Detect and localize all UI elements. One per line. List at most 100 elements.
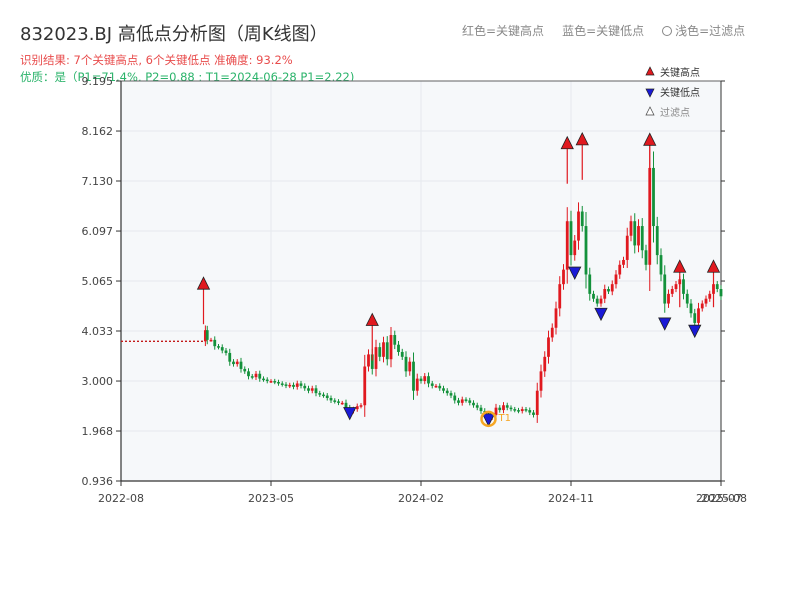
key-low-marker (658, 317, 672, 331)
candle-body (442, 388, 445, 391)
candle-body (419, 378, 423, 382)
candle-body (475, 405, 479, 408)
candle-body (367, 354, 370, 367)
candle-body (607, 289, 610, 292)
candle-body (580, 211, 584, 227)
candle-body (254, 373, 258, 378)
candle-body (224, 350, 228, 353)
candle-body (397, 344, 400, 352)
candle-body (693, 313, 697, 323)
candle-body (359, 405, 363, 407)
key-low-marker (688, 324, 702, 339)
candle-body (217, 346, 220, 348)
candle-body (288, 384, 292, 387)
candle-body (423, 376, 427, 382)
candle-body (565, 221, 569, 270)
candle-body (337, 401, 340, 403)
candle-body (203, 330, 207, 342)
candle-body (682, 279, 685, 294)
candle-body (667, 293, 670, 304)
candle-body (265, 379, 269, 382)
candle-body (449, 393, 453, 396)
candle-body (708, 293, 712, 299)
candle-body (378, 347, 382, 357)
candle-body (498, 407, 502, 411)
key-high-marker (196, 276, 211, 290)
candle-body (434, 385, 438, 388)
candle-body (663, 274, 667, 304)
candle-body (599, 298, 603, 304)
candle-body (250, 376, 254, 378)
candle-body (674, 284, 678, 290)
candle-body (427, 376, 430, 384)
y-tick-label: 1.968 (82, 425, 114, 438)
candle-body (595, 298, 599, 304)
key-low-marker (594, 307, 608, 322)
candle-body (355, 406, 359, 410)
candle-body (228, 352, 232, 362)
candle-body (232, 361, 235, 365)
candle-body (322, 394, 325, 397)
candle-body (385, 342, 389, 360)
candle-body (404, 356, 408, 372)
top-legend-filtered: 浅色=过滤点 (662, 22, 745, 39)
candle-body (622, 259, 625, 265)
candle-body (235, 361, 239, 365)
key-high-marker (706, 259, 721, 273)
candle-body (457, 400, 460, 403)
y-tick-label: 4.033 (82, 325, 114, 338)
candle-body (363, 366, 367, 406)
candle-body (659, 255, 663, 275)
candle-body (374, 347, 378, 369)
candle-body (652, 167, 655, 227)
candle-body (284, 384, 288, 386)
candle-body (479, 407, 483, 412)
y-tick-label: 3.000 (82, 375, 114, 388)
top-legend-red-high: 红色=关键高点 (462, 24, 545, 38)
candle-body (640, 226, 644, 251)
candle-body (704, 298, 708, 304)
legend-low-icon (645, 88, 655, 98)
candle-body (472, 402, 475, 406)
candle-body (400, 351, 404, 357)
y-tick-label: 8.162 (82, 125, 114, 138)
candle-body (644, 250, 648, 265)
candle-body (258, 373, 262, 379)
candle-body (648, 167, 652, 265)
candle-body (633, 221, 637, 246)
candle-body (517, 410, 520, 412)
candle-body (325, 395, 329, 398)
candle-body (494, 407, 498, 415)
key-low-marker (481, 413, 496, 427)
candle-body (310, 388, 314, 391)
legend-high-icon (645, 66, 655, 76)
candle-body (292, 384, 295, 387)
candle-body (468, 400, 472, 403)
candle-body (412, 361, 415, 391)
candle-body (239, 361, 243, 369)
top-legend-blue-low: 蓝色=关键低点 (562, 24, 645, 38)
candle-body (637, 226, 640, 246)
candle-body (314, 388, 318, 394)
candle-body (389, 335, 393, 360)
candle-body (584, 226, 588, 275)
y-tick-label: 6.097 (82, 225, 114, 238)
key-low-marker (343, 407, 357, 421)
candle-body (562, 269, 565, 285)
candle-body (614, 274, 618, 285)
key-high-marker (643, 132, 657, 146)
candle-body (453, 395, 457, 401)
candle-body (505, 405, 509, 408)
candle-body (520, 409, 524, 412)
candle-body (610, 284, 614, 292)
candle-body (573, 240, 577, 256)
candle-body (618, 264, 622, 275)
candle-body (393, 335, 397, 345)
candle-body (269, 381, 273, 383)
candle-body (262, 378, 265, 381)
candle-body (408, 361, 412, 372)
candle-body (528, 410, 532, 413)
candle-body (535, 390, 539, 415)
top-legend: 红色=关键高点 蓝色=关键低点 浅色=过滤点 (462, 22, 745, 39)
